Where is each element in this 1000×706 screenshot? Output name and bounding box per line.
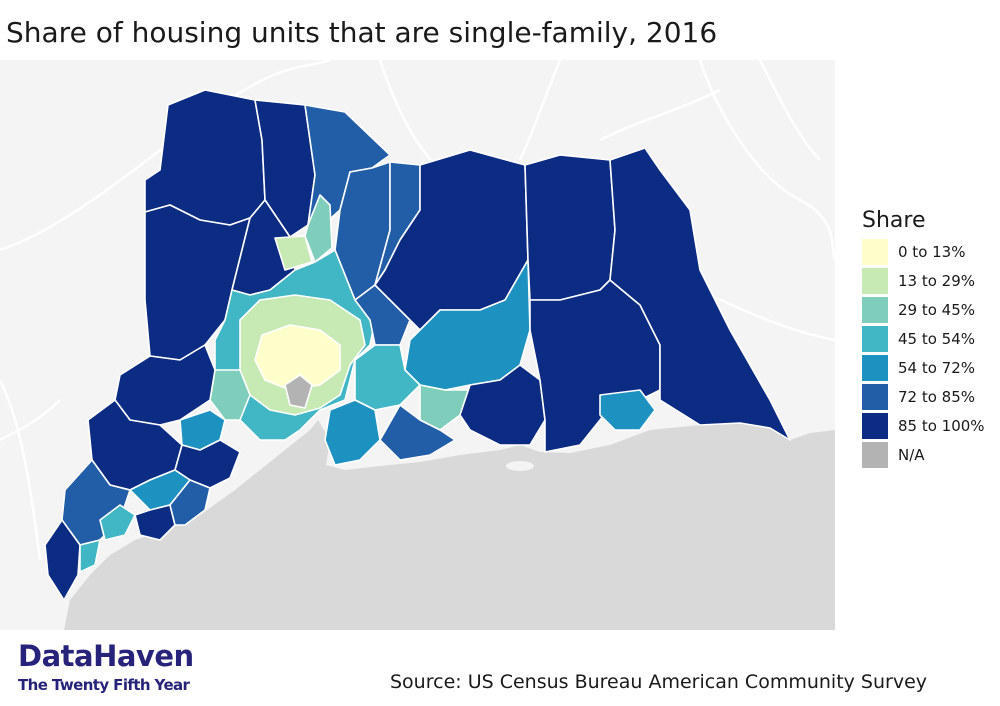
- legend-label: 85 to 100%: [898, 416, 985, 435]
- town-teal-sw: [99, 504, 136, 541]
- legend: Share 0 to 13% 13 to 29% 29 to 45% 45 to…: [862, 208, 994, 469]
- legend-swatch: [862, 354, 888, 381]
- legend-title: Share: [862, 208, 926, 233]
- town-teal-n: [304, 194, 333, 263]
- legend-swatch: [862, 296, 888, 323]
- legend-swatch: [862, 238, 888, 265]
- town-east-navy3: [524, 154, 616, 301]
- town-blue-sw3: [169, 479, 211, 526]
- basemap-roads: [0, 60, 835, 561]
- legend-swatch: [862, 325, 888, 352]
- legend-label: 29 to 45%: [898, 300, 976, 319]
- legend-label: 72 to 85%: [898, 387, 976, 406]
- map-title: Share of housing units that are single-f…: [6, 16, 718, 49]
- town-na: [284, 374, 313, 409]
- source-note: Source: US Census Bureau American Commun…: [390, 671, 928, 693]
- water-long-island-sound: [64, 420, 835, 630]
- legend-item: 85 to 100%: [862, 411, 994, 440]
- logo-tagline: The Twenty Fifth Year: [18, 676, 190, 694]
- town-teal-coast: [79, 539, 101, 573]
- town-region-sw1: [114, 344, 216, 426]
- town-east-blue5: [599, 389, 656, 431]
- legend-item: 45 to 54%: [862, 324, 994, 353]
- town-east-blue3: [324, 399, 381, 466]
- legend-swatch: [862, 267, 888, 294]
- legend-label: 0 to 13%: [898, 242, 966, 261]
- legend-label: 54 to 72%: [898, 358, 976, 377]
- town-east-navy2: [459, 364, 546, 446]
- legend-swatch: [862, 412, 888, 439]
- datahaven-logo: DataHaven The Twenty Fifth Year: [18, 640, 194, 694]
- legend-label: N/A: [898, 445, 925, 464]
- town-east-blue4: [379, 404, 456, 461]
- legend-item: 54 to 72%: [862, 353, 994, 382]
- legend-swatch: [862, 441, 888, 468]
- town-east-navy5: [609, 147, 791, 441]
- legend-item: 29 to 45%: [862, 295, 994, 324]
- legend-label: 13 to 29%: [898, 271, 976, 290]
- legend-item: 72 to 85%: [862, 382, 994, 411]
- town-new-haven: [254, 324, 341, 391]
- logo-name: DataHaven: [18, 639, 194, 673]
- town-green-1: [274, 235, 313, 271]
- choropleth-map: [0, 60, 835, 630]
- island: [506, 461, 534, 471]
- legend-item: 13 to 29%: [862, 266, 994, 295]
- legend-swatch: [862, 383, 888, 410]
- legend-label: 45 to 54%: [898, 329, 976, 348]
- legend-item: N/A: [862, 440, 994, 469]
- legend-item: 0 to 13%: [862, 237, 994, 266]
